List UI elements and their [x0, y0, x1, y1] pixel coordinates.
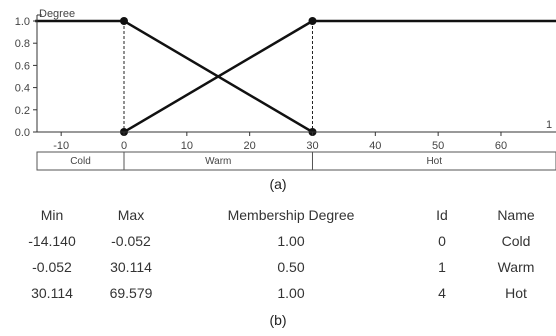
x-tick-label: 40 [369, 140, 381, 152]
x-tick-label: 10 [181, 140, 193, 152]
band-label: Cold [70, 156, 91, 167]
x-tick-label: 30 [306, 140, 318, 152]
caption-a: (a) [269, 176, 287, 192]
cell-max: -0.052 [111, 233, 151, 249]
y-tick-label: 0.0 [15, 127, 30, 139]
header-name: Name [497, 206, 535, 223]
header-id: Id [436, 206, 448, 223]
y-tick-label: 0.8 [15, 38, 30, 50]
cell-name: Hot [505, 285, 527, 301]
y-tick-label: 1.0 [15, 16, 30, 28]
table-row: -14.140 -0.052 1.00 0 Cold [22, 228, 550, 254]
series-line-cold [35, 19, 314, 134]
cell-max: 30.114 [110, 259, 152, 275]
cell-degree: 0.50 [277, 259, 305, 275]
corner-label: 1 [546, 119, 552, 131]
x-tick-label: 0 [121, 140, 127, 152]
cell-degree: 1.00 [277, 233, 305, 249]
y-tick-label: 0.2 [15, 105, 30, 117]
x-tick-label: 50 [432, 140, 444, 152]
x-tick-label: 60 [495, 140, 507, 152]
cell-name: Warm [497, 259, 535, 275]
header-min: Min [40, 206, 64, 223]
cell-id: 0 [438, 233, 446, 249]
cell-min: -14.140 [28, 233, 76, 249]
cell-degree: 1.00 [277, 285, 305, 301]
table-header-row: Min Max Membership Degree Id Name [22, 201, 550, 228]
cell-name: Cold [501, 233, 531, 249]
cell-id: 1 [438, 259, 446, 275]
cell-id: 4 [438, 285, 446, 301]
table-row: -0.052 30.114 0.50 1 Warm [22, 254, 550, 280]
header-membership-degree: Membership Degree [227, 206, 355, 223]
band-label: Hot [426, 156, 442, 167]
data-point-marker [308, 17, 317, 25]
membership-table: Min Max Membership Degree Id Name -14.14… [22, 201, 550, 306]
x-tick-label: -10 [53, 140, 69, 152]
cell-min: 30.114 [31, 285, 73, 301]
header-max: Max [117, 206, 145, 223]
y-tick-label: 0.6 [15, 60, 30, 72]
band-label: Warm [205, 156, 231, 167]
table-row: 30.114 69.579 1.00 4 Hot [22, 280, 550, 306]
series-line-warm [123, 19, 314, 134]
x-tick-label: 20 [244, 140, 256, 152]
caption-b: (b) [269, 312, 287, 328]
y-tick-label: 0.4 [15, 83, 30, 95]
cell-max: 69.579 [109, 285, 153, 301]
y-axis-label: Degree [39, 8, 75, 20]
data-point-marker [120, 17, 128, 25]
cell-min: -0.052 [32, 259, 72, 275]
membership-chart: 0.0 0.2 0.4 0.6 0.8 1.0 -10 0 10 20 30 40 50 60 Degree… [15, 8, 556, 171]
